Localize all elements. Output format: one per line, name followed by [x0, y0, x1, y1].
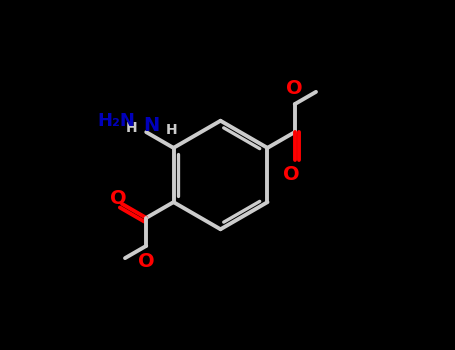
Text: O: O [138, 252, 155, 271]
Text: H₂N: H₂N [97, 112, 135, 130]
Text: O: O [287, 79, 303, 98]
Text: O: O [283, 165, 299, 184]
Text: O: O [110, 189, 127, 208]
Text: N: N [143, 116, 160, 135]
Text: H: H [126, 121, 137, 135]
Text: H: H [166, 123, 177, 137]
